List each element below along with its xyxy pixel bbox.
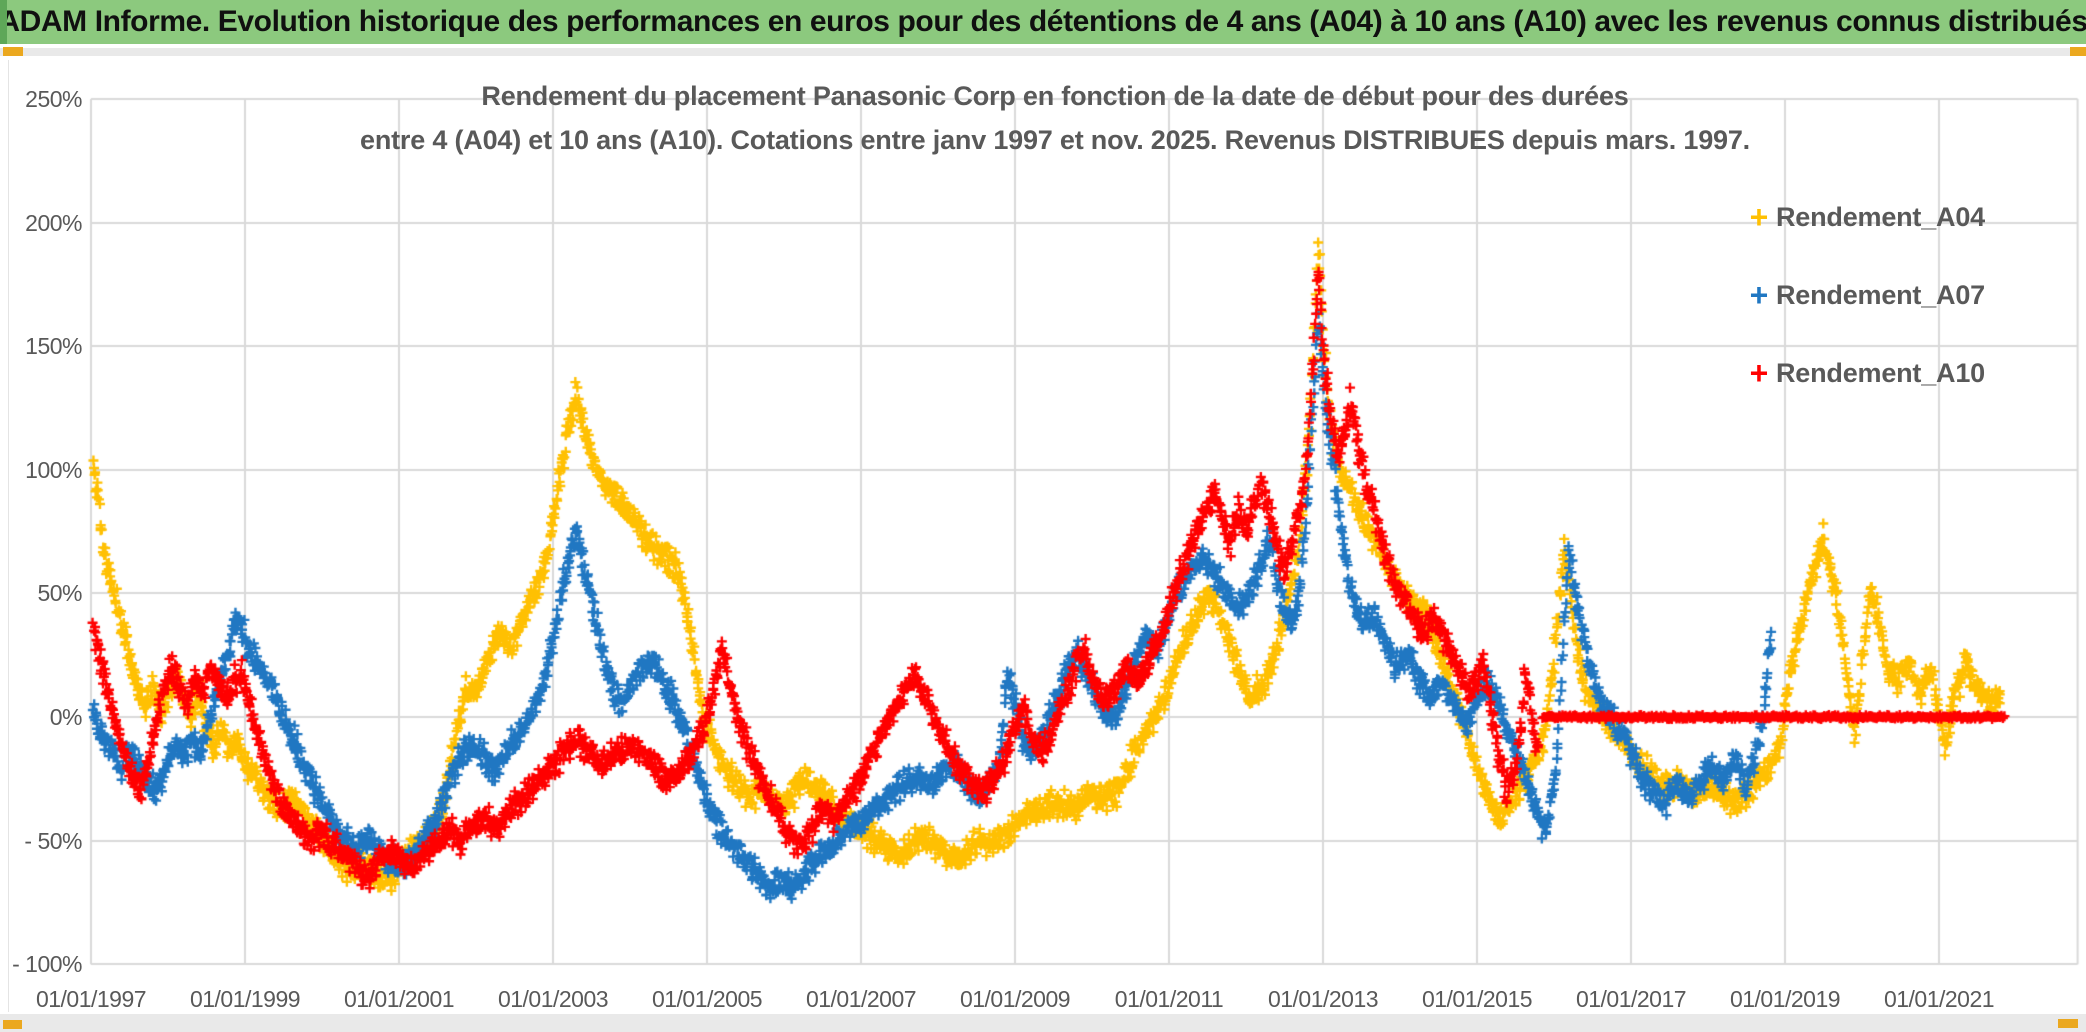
x-tick-label: 01/01/2019 (1729, 986, 1841, 1012)
top-divider-strip (0, 48, 2086, 56)
legend-label: Rendement_A07 (1776, 279, 1985, 310)
legend-item-rendement_a04[interactable]: + Rendement_A04 (1742, 198, 2072, 236)
legend-item-rendement_a07[interactable]: + Rendement_A07 (1742, 276, 2072, 314)
banner-accent-bar (0, 0, 7, 44)
x-tick-label: 01/01/2007 (805, 986, 917, 1012)
y-tick-label: 150% (25, 333, 82, 360)
chart-title: Rendement du placement Panasonic Corp en… (195, 74, 1915, 162)
gold-corner-marker (2058, 1019, 2078, 1028)
plus-marker-icon: + (1749, 355, 1769, 391)
y-tick-label: - 50% (24, 827, 82, 854)
page-title: ADAM Informe. Evolution historique des p… (0, 5, 2086, 38)
bottom-divider-strip (0, 1014, 2086, 1032)
x-tick-label: 01/01/2009 (959, 986, 1071, 1012)
gold-corner-marker (2070, 47, 2086, 56)
gold-corner-marker (3, 1020, 22, 1029)
x-tick-label: 01/01/2015 (1421, 986, 1533, 1012)
gold-corner-marker (3, 47, 23, 56)
chart-title-line1: Rendement du placement Panasonic Corp en… (481, 81, 1629, 111)
plus-marker-icon: + (1749, 277, 1769, 313)
chart-title-line2: entre 4 (A04) et 10 ans (A10). Cotations… (360, 125, 1750, 155)
y-tick-label: 250% (25, 86, 82, 112)
y-tick-label: 100% (25, 456, 82, 483)
x-tick-label: 01/01/2021 (1883, 986, 1995, 1012)
chart-legend: + Rendement_A04 + Rendement_A07 + Rendement_A… (1742, 198, 2072, 432)
y-tick-label: 200% (25, 209, 82, 236)
x-tick-label: 01/01/1999 (189, 986, 301, 1012)
x-tick-label: 01/01/2017 (1575, 986, 1687, 1012)
legend-item-rendement_a10[interactable]: + Rendement_A10 (1742, 354, 2072, 392)
x-tick-label: 01/01/2001 (343, 986, 455, 1012)
legend-label: Rendement_A10 (1776, 357, 1985, 388)
y-tick-label: - 100% (12, 951, 82, 978)
chart-object-border (8, 60, 9, 1012)
x-tick-label: 01/01/2013 (1267, 986, 1379, 1012)
title-banner: ADAM Informe. Evolution historique des p… (0, 0, 2086, 44)
x-tick-label: 01/01/2011 (1114, 986, 1224, 1012)
y-tick-label: 0% (49, 704, 83, 730)
y-tick-label: 50% (37, 580, 82, 607)
x-tick-label: 01/01/1997 (35, 986, 147, 1012)
x-tick-label: 01/01/2003 (497, 986, 609, 1012)
plus-marker-icon: + (1749, 199, 1769, 235)
legend-label: Rendement_A04 (1776, 201, 1985, 232)
x-tick-label: 01/01/2005 (651, 986, 763, 1012)
